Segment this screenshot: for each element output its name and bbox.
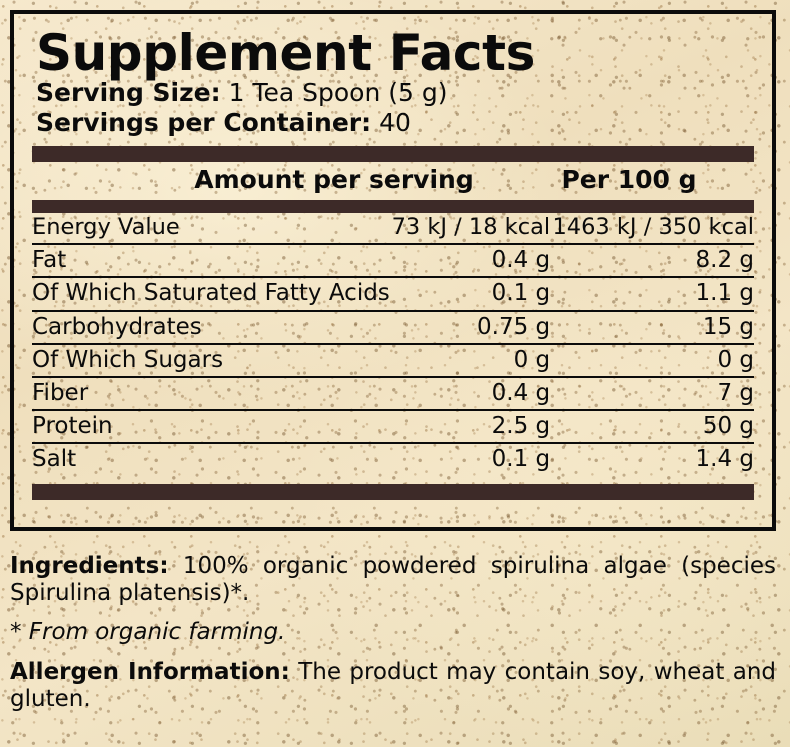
nutrient-name-cell: Energy Value <box>32 213 390 246</box>
nutrient-per-100g-cell: 7 g <box>550 376 754 411</box>
servings-per-container-label: Servings per Container: <box>36 107 372 137</box>
table-row: Protein 2.5 g 50 g <box>32 409 754 444</box>
allergen-label: Allergen Information: <box>10 659 290 686</box>
servings-per-container-value: 40 <box>379 107 411 137</box>
supplement-facts-panel: Supplement Facts Serving Size: 1 Tea Spo… <box>10 10 776 531</box>
serving-size-label: Serving Size: <box>36 78 221 107</box>
nutrient-per-100g-cell: 1.4 g <box>695 445 755 472</box>
nutrient-name-cell: Fat <box>32 244 390 279</box>
nutrient-per-serving-cell: 0.1 g <box>491 445 551 472</box>
nutrient-per-100g-cell: 50 g <box>550 409 754 444</box>
table-row: Energy Value 73 kJ / 18 kcal 1463 kJ / 350… <box>32 213 754 246</box>
ingredients-text: 100% organic powdered spirulina algae (s… <box>10 553 776 606</box>
nutrient-per-serving-cell: 0 g <box>389 343 551 378</box>
nutrient-per-serving-cell: 0.1 g <box>389 277 551 312</box>
nutrient-per-100g-cell: 8.2 g <box>550 244 754 279</box>
nutrient-table: Energy Value 73 kJ / 18 kcal 1463 kJ / 350… <box>32 213 754 475</box>
serving-size-value: 1 Tea Spoon (5 g) <box>228 78 448 107</box>
table-row: Fat 0.4 g 8.2 g <box>32 244 754 279</box>
nutrient-name-cell: Fiber <box>32 376 390 411</box>
column-header-amount-per-serving: Amount per serving <box>194 165 474 194</box>
page-title: Supplement Facts <box>36 24 536 82</box>
table-row: Salt 0.1 g 1.4 g <box>32 443 754 475</box>
divider-bar-header <box>32 200 754 213</box>
allergen-text: The product may contain soy, wheat and g… <box>10 659 776 712</box>
divider-bar-top <box>32 146 754 162</box>
nutrient-per-100g-cell: 15 g <box>550 310 754 345</box>
ingredients-paragraph: Ingredients: 100% organic powdered spiru… <box>10 553 776 606</box>
nutrient-name-cell: Carbohydrates <box>32 310 390 345</box>
nutrient-per-serving-cell: 2.5 g <box>389 409 551 444</box>
nutrient-per-100g-cell: 1463 kJ / 350 kcal <box>550 213 754 246</box>
nutrient-per-serving-cell: 0.75 g <box>389 310 551 345</box>
product-info-block: Ingredients: 100% organic powdered spiru… <box>10 553 776 712</box>
ingredients-label: Ingredients: <box>10 553 169 579</box>
nutrient-name-cell: Of Which Saturated Fatty Acids <box>32 277 390 312</box>
nutrient-per-serving-cell: 73 kJ / 18 kcal <box>389 213 551 246</box>
nutrient-per-100g-cell: 1.1 g <box>550 277 754 312</box>
table-row: Carbohydrates 0.75 g 15 g <box>32 310 754 345</box>
nutrient-name-cell: Of Which Sugars <box>32 343 390 378</box>
table-row: Of Which Saturated Fatty Acids 0.1 g 1.1 g <box>32 277 754 312</box>
nutrient-per-serving-cell: 0.4 g <box>389 244 551 279</box>
divider-bar-bottom <box>32 483 754 500</box>
column-header-per-100g: Per 100 g <box>561 165 697 194</box>
nutrient-per-100g-cell: 0 g <box>550 343 754 378</box>
allergen-paragraph: Allergen Information: The product may co… <box>10 659 776 712</box>
nutrient-name-cell: Salt <box>32 445 77 472</box>
servings-per-container-line: Servings per Container: 40 <box>32 108 754 138</box>
table-column-header: Amount per serving Per 100 g <box>32 162 754 200</box>
nutrient-per-serving-cell: 0.4 g <box>389 376 551 411</box>
serving-size-line: Serving Size: 1 Tea Spoon (5 g) <box>32 78 754 108</box>
nutrient-name-cell: Protein <box>32 409 390 444</box>
organic-farming-footnote: * From organic farming. <box>10 619 286 646</box>
